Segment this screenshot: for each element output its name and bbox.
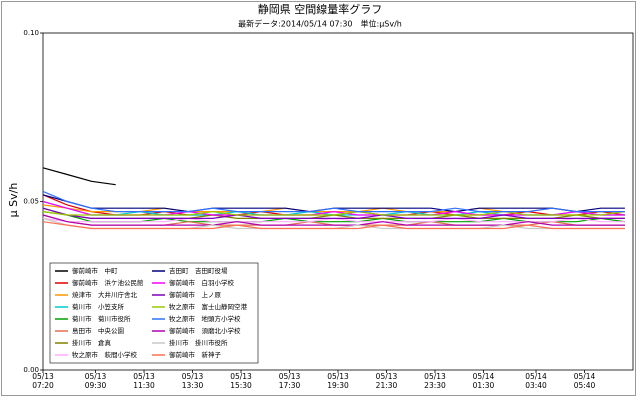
legend-label: 御前崎市 新神子 bbox=[169, 350, 222, 359]
x-tick-label: 05/13 19:30 bbox=[327, 372, 349, 390]
chart-subtitle: 最新データ:2014/05/14 07:30 単位:μSv/h bbox=[238, 19, 402, 29]
series-line bbox=[42, 214, 625, 226]
series-line bbox=[42, 207, 625, 219]
y-axis-label: μ Sv/h bbox=[7, 183, 20, 218]
x-tick-label: 05/13 13:30 bbox=[181, 372, 204, 390]
legend-label: 御前崎市 須磨北小学校 bbox=[169, 326, 241, 335]
legend-label: 牧之原市 地頭方小学校 bbox=[169, 314, 241, 323]
x-tick-label: 05/13 17:30 bbox=[278, 372, 301, 390]
x-tick-label: 05/13 15:30 bbox=[230, 372, 252, 390]
series-line bbox=[42, 221, 625, 230]
series-line bbox=[42, 190, 625, 213]
legend-box bbox=[49, 262, 259, 364]
x-tick-label: 05/13 21:30 bbox=[375, 372, 398, 390]
y-tick-label: 0.00 bbox=[23, 366, 39, 374]
legend-label: 牧之原市 富士山静岡空港 bbox=[169, 302, 248, 311]
x-tick-label: 05/14 03:40 bbox=[525, 372, 547, 390]
legend-label: 御前崎市 白羽小学校 bbox=[169, 278, 235, 287]
legend-label: 島田市 中央公園 bbox=[72, 326, 124, 335]
y-tick-label: 0.05 bbox=[23, 198, 39, 206]
y-tick-label: 0.10 bbox=[23, 29, 39, 37]
legend-label: 焼津市 大井川庁舎北 bbox=[72, 290, 138, 299]
x-tick-label: 05/13 09:30 bbox=[84, 372, 107, 390]
legend-label: 御前崎市 中町 bbox=[72, 266, 118, 275]
legend-label: 掛川市 掛川市役所 bbox=[169, 338, 228, 347]
chart-title: 静岡県 空間線量率グラフ bbox=[258, 2, 383, 16]
legend-label: 吉田町 吉田町役場 bbox=[169, 266, 228, 275]
x-tick-label: 05/13 07:20 bbox=[32, 372, 54, 390]
x-tick-label: 05/13 11:30 bbox=[133, 372, 155, 390]
x-tick-label: 05/14 05:40 bbox=[573, 372, 596, 390]
legend-label: 菊川市 菊川市役所 bbox=[72, 314, 131, 323]
series-line bbox=[42, 167, 116, 186]
legend-label: 掛川市 倉真 bbox=[72, 338, 112, 347]
legend-label: 菊川市 小笠支所 bbox=[72, 302, 125, 311]
x-tick-label: 05/14 01:30 bbox=[472, 372, 495, 390]
x-tick-label: 05/13 23:30 bbox=[424, 372, 446, 390]
legend-label: 御前崎市 浜ケ池公民館 bbox=[72, 278, 144, 287]
legend-label: 御前崎市 上ノ原 bbox=[169, 290, 222, 299]
series-line bbox=[42, 210, 625, 216]
legend-label: 牧之原市 萩間小学校 bbox=[72, 350, 138, 359]
